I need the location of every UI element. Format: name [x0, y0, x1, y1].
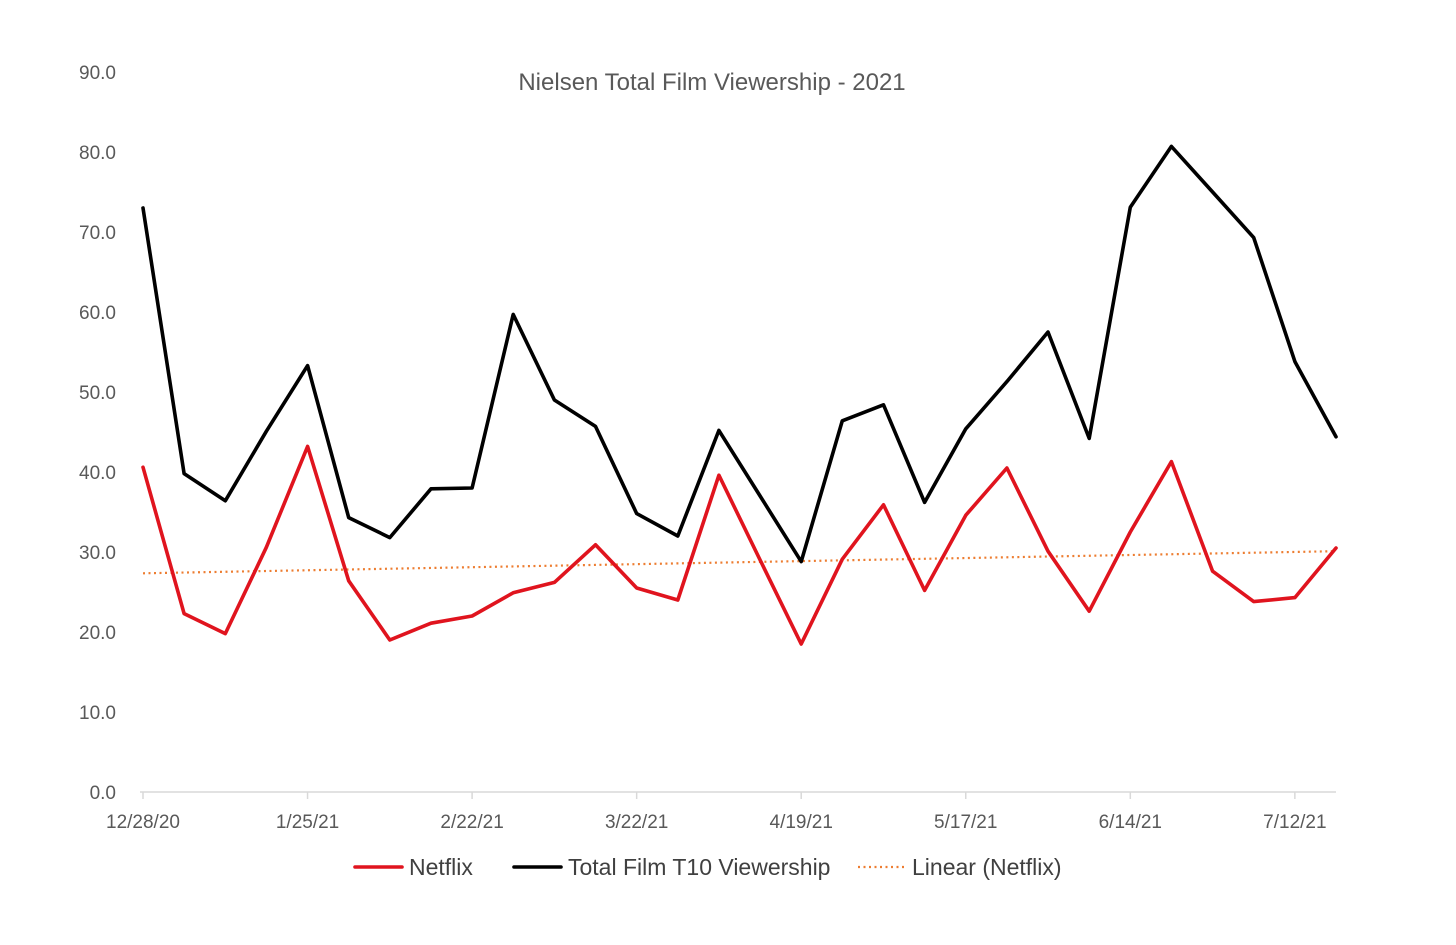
legend: Netflix Total Film T10 Viewership Linear (… — [353, 854, 1062, 880]
y-tick-label: 70.0 — [79, 223, 116, 244]
legend-label: Netflix — [409, 854, 473, 880]
y-tick-label: 0.0 — [90, 783, 116, 804]
x-tick-label: 7/12/21 — [1263, 812, 1326, 833]
x-tick-label: 5/17/21 — [934, 812, 997, 833]
y-tick-label: 50.0 — [79, 383, 116, 404]
trendline-netflix — [142, 550, 1337, 575]
y-axis: 0.0 10.0 20.0 30.0 40.0 50.0 60.0 70.0 80.0 90.0 — [79, 63, 116, 804]
y-tick-label: 60.0 — [79, 303, 116, 324]
y-tick-label: 20.0 — [79, 623, 116, 644]
x-tick-label: 4/19/21 — [770, 812, 833, 833]
x-tick-label: 3/22/21 — [605, 812, 668, 833]
y-tick-label: 40.0 — [79, 463, 116, 484]
y-tick-label: 80.0 — [79, 143, 116, 164]
plot-area — [141, 144, 1338, 646]
series-line-total-film-t10-viewership — [141, 144, 1338, 564]
series-line-netflix — [141, 444, 1338, 646]
y-tick-label: 90.0 — [79, 63, 116, 84]
y-tick-label: 10.0 — [79, 703, 116, 724]
x-tick-label: 6/14/21 — [1099, 812, 1162, 833]
x-axis: 12/28/20 1/25/21 2/22/21 3/22/21 4/19/21 5/17… — [106, 791, 1336, 833]
y-tick-label: 30.0 — [79, 543, 116, 564]
x-tick-label: 12/28/20 — [106, 812, 180, 833]
x-tick-label: 2/22/21 — [440, 812, 503, 833]
legend-label: Linear (Netflix) — [912, 854, 1062, 880]
x-tick-label: 1/25/21 — [276, 812, 339, 833]
chart-title: Nielsen Total Film Viewership - 2021 — [518, 69, 905, 96]
legend-label: Total Film T10 Viewership — [568, 854, 830, 880]
